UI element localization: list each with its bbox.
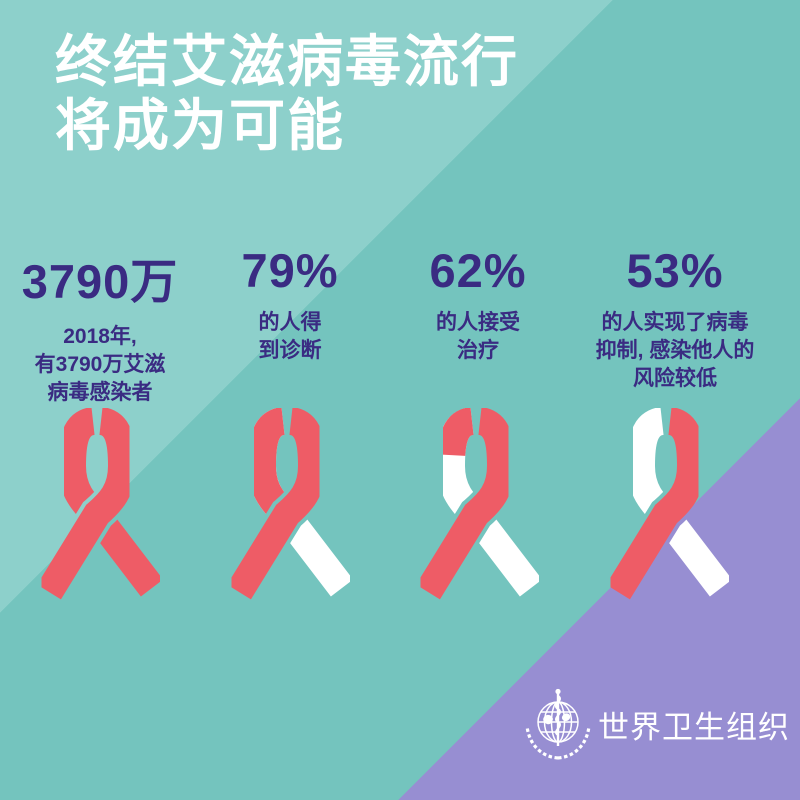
stat-diagnosed-description: 的人得 到诊断 xyxy=(210,309,370,365)
stat-line: 病毒感染者 xyxy=(47,381,153,404)
who-emblem-icon xyxy=(525,688,591,760)
stat-total-description: 2018年, 有3790万艾滋 病毒感染者 xyxy=(10,323,190,407)
stat-total-value: 3790万 xyxy=(21,255,179,308)
aids-ribbon-2 xyxy=(223,407,359,618)
stat-suppressed: 53% 的人实现了病毒 抑制, 感染他人的 风险较低 xyxy=(575,243,775,393)
stat-line: 的人得 xyxy=(258,311,322,334)
stat-line: 的人接受 xyxy=(436,311,520,334)
stat-line: 治疗 xyxy=(457,339,499,362)
stat-diagnosed-value: 79% xyxy=(241,244,339,297)
page-title: 终结艾滋病毒流行 将成为可能 xyxy=(55,30,519,158)
aids-ribbon-1 xyxy=(33,407,169,618)
stat-line: 抑制, 感染他人的 xyxy=(595,339,755,362)
stat-line: 的人实现了病毒 xyxy=(601,311,749,334)
aids-ribbon-4 xyxy=(602,407,738,618)
stat-diagnosed: 79% 的人得 到诊断 xyxy=(210,243,370,365)
stat-treated: 62% 的人接受 治疗 xyxy=(398,243,558,365)
stat-suppressed-description: 的人实现了病毒 抑制, 感染他人的 风险较低 xyxy=(575,309,775,393)
stat-line: 到诊断 xyxy=(258,339,322,362)
stat-treated-value: 62% xyxy=(429,244,527,297)
stat-treated-description: 的人接受 治疗 xyxy=(398,309,558,365)
stat-line: 2018年, xyxy=(63,325,137,348)
title-line-1: 终结艾滋病毒流行 xyxy=(55,30,519,93)
who-org-name: 世界卫生组织 xyxy=(598,710,790,745)
title-line-2: 将成为可能 xyxy=(55,94,345,157)
aids-ribbon-3 xyxy=(412,407,548,618)
stat-line: 有3790万艾滋 xyxy=(34,353,166,376)
stat-suppressed-value: 53% xyxy=(626,244,724,297)
stat-line: 风险较低 xyxy=(633,367,717,390)
stat-total: 3790万 2018年, 有3790万艾滋 病毒感染者 xyxy=(10,243,190,407)
